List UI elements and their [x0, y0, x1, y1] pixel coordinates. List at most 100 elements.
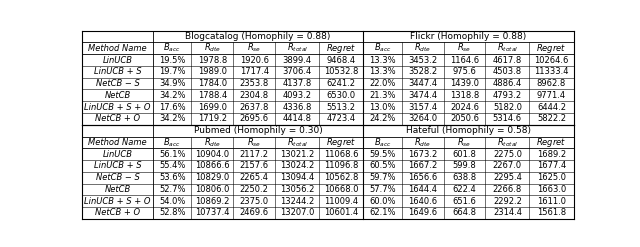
Text: $R_{se}$: $R_{se}$: [458, 42, 472, 55]
Text: 5513.2: 5513.2: [326, 103, 356, 112]
Text: 2250.2: 2250.2: [240, 185, 269, 194]
Text: LinUCB + S: LinUCB + S: [94, 162, 141, 170]
Text: $R_{dte}$: $R_{dte}$: [414, 42, 431, 55]
Text: $R_{total}$: $R_{total}$: [497, 136, 518, 149]
Text: 10904.0: 10904.0: [195, 150, 230, 159]
Text: 638.8: 638.8: [452, 173, 477, 182]
Text: 1656.6: 1656.6: [408, 173, 437, 182]
Text: NetCB + O: NetCB + O: [95, 208, 140, 218]
Text: 1644.4: 1644.4: [408, 185, 437, 194]
Text: 2469.6: 2469.6: [239, 208, 269, 218]
Text: 6241.2: 6241.2: [326, 79, 356, 88]
Text: 3447.4: 3447.4: [408, 79, 437, 88]
Text: 2295.4: 2295.4: [493, 173, 522, 182]
Text: 1689.2: 1689.2: [537, 150, 566, 159]
Text: 1561.8: 1561.8: [537, 208, 566, 218]
Text: 1667.2: 1667.2: [408, 162, 437, 170]
Text: 11009.4: 11009.4: [324, 197, 358, 206]
Text: 59.7%: 59.7%: [369, 173, 396, 182]
Text: 21.3%: 21.3%: [369, 91, 396, 100]
Text: 13094.4: 13094.4: [280, 173, 314, 182]
Text: 10532.8: 10532.8: [324, 67, 358, 76]
Text: 4336.8: 4336.8: [282, 103, 312, 112]
Text: 5822.2: 5822.2: [537, 114, 566, 123]
Text: NetCB: NetCB: [104, 185, 131, 194]
Text: $R_{se}$: $R_{se}$: [458, 136, 472, 149]
Text: 9771.4: 9771.4: [537, 91, 566, 100]
Text: 13.0%: 13.0%: [369, 103, 396, 112]
Text: $Regret$: $Regret$: [536, 136, 566, 149]
Text: 1788.4: 1788.4: [198, 91, 227, 100]
Text: 1649.6: 1649.6: [408, 208, 437, 218]
Text: 1663.0: 1663.0: [537, 185, 566, 194]
Text: 1611.0: 1611.0: [537, 197, 566, 206]
Text: 1717.4: 1717.4: [239, 67, 269, 76]
Text: 54.0%: 54.0%: [159, 197, 186, 206]
Text: LinUCB: LinUCB: [102, 56, 132, 64]
Text: 1719.2: 1719.2: [198, 114, 227, 123]
Text: 3264.0: 3264.0: [408, 114, 437, 123]
Text: 10668.0: 10668.0: [324, 185, 358, 194]
Text: 4093.2: 4093.2: [283, 91, 312, 100]
Text: 13207.0: 13207.0: [280, 208, 314, 218]
Text: 1640.6: 1640.6: [408, 197, 437, 206]
Text: $R_{dte}$: $R_{dte}$: [414, 136, 431, 149]
Text: $Regret$: $Regret$: [326, 136, 356, 149]
Text: 2637.8: 2637.8: [239, 103, 269, 112]
Text: Blogcatalog (Homophily = 0.88): Blogcatalog (Homophily = 0.88): [186, 32, 331, 41]
Text: 2375.0: 2375.0: [239, 197, 269, 206]
Text: 5182.0: 5182.0: [493, 103, 522, 112]
Text: 2314.4: 2314.4: [493, 208, 522, 218]
Text: $R_{total}$: $R_{total}$: [497, 42, 518, 55]
Text: 3474.4: 3474.4: [408, 91, 437, 100]
Text: 13.3%: 13.3%: [369, 56, 396, 64]
Text: Hateful (Homophily = 0.58): Hateful (Homophily = 0.58): [406, 126, 531, 135]
Text: 10829.0: 10829.0: [195, 173, 230, 182]
Text: 55.4%: 55.4%: [159, 162, 186, 170]
Text: 59.5%: 59.5%: [369, 150, 396, 159]
Text: 34.2%: 34.2%: [159, 91, 186, 100]
Text: 2267.0: 2267.0: [493, 162, 522, 170]
Text: 1625.0: 1625.0: [537, 173, 566, 182]
Text: 2275.0: 2275.0: [493, 150, 522, 159]
Text: 11068.6: 11068.6: [324, 150, 358, 159]
Text: $B_{acc}$: $B_{acc}$: [374, 136, 392, 149]
Text: 24.2%: 24.2%: [369, 114, 396, 123]
Text: 13244.2: 13244.2: [280, 197, 314, 206]
Text: $R_{dte}$: $R_{dte}$: [204, 136, 221, 149]
Text: 2266.8: 2266.8: [493, 185, 522, 194]
Text: 60.5%: 60.5%: [369, 162, 396, 170]
Text: 34.9%: 34.9%: [159, 79, 186, 88]
Text: 2304.8: 2304.8: [239, 91, 269, 100]
Text: 2265.4: 2265.4: [240, 173, 269, 182]
Text: 10806.0: 10806.0: [195, 185, 230, 194]
Text: 5314.6: 5314.6: [493, 114, 522, 123]
Text: 2695.6: 2695.6: [239, 114, 269, 123]
Text: $B_{acc}$: $B_{acc}$: [374, 42, 392, 55]
Text: LinUCB + S + O: LinUCB + S + O: [84, 103, 151, 112]
Text: 1699.0: 1699.0: [198, 103, 227, 112]
Text: 1784.0: 1784.0: [198, 79, 227, 88]
Text: 651.6: 651.6: [452, 197, 476, 206]
Text: 601.8: 601.8: [452, 150, 476, 159]
Text: $B_{acc}$: $B_{acc}$: [163, 42, 181, 55]
Text: 10869.2: 10869.2: [195, 197, 230, 206]
Text: LinUCB + S: LinUCB + S: [94, 67, 141, 76]
Text: 13056.2: 13056.2: [280, 185, 314, 194]
Text: 975.6: 975.6: [452, 67, 476, 76]
Text: 6444.2: 6444.2: [537, 103, 566, 112]
Text: 19.5%: 19.5%: [159, 56, 186, 64]
Text: 10866.6: 10866.6: [195, 162, 230, 170]
Text: 3453.2: 3453.2: [408, 56, 437, 64]
Text: NetCB: NetCB: [104, 91, 131, 100]
Text: 664.8: 664.8: [452, 208, 477, 218]
Text: 3899.4: 3899.4: [282, 56, 312, 64]
Text: 34.2%: 34.2%: [159, 114, 186, 123]
Text: 2050.6: 2050.6: [450, 114, 479, 123]
Text: NetCB − S: NetCB − S: [96, 173, 140, 182]
Text: 60.0%: 60.0%: [369, 197, 396, 206]
Text: 4137.8: 4137.8: [282, 79, 312, 88]
Text: 3706.4: 3706.4: [282, 67, 312, 76]
Text: LinUCB + S + O: LinUCB + S + O: [84, 197, 151, 206]
Text: 2157.6: 2157.6: [239, 162, 269, 170]
